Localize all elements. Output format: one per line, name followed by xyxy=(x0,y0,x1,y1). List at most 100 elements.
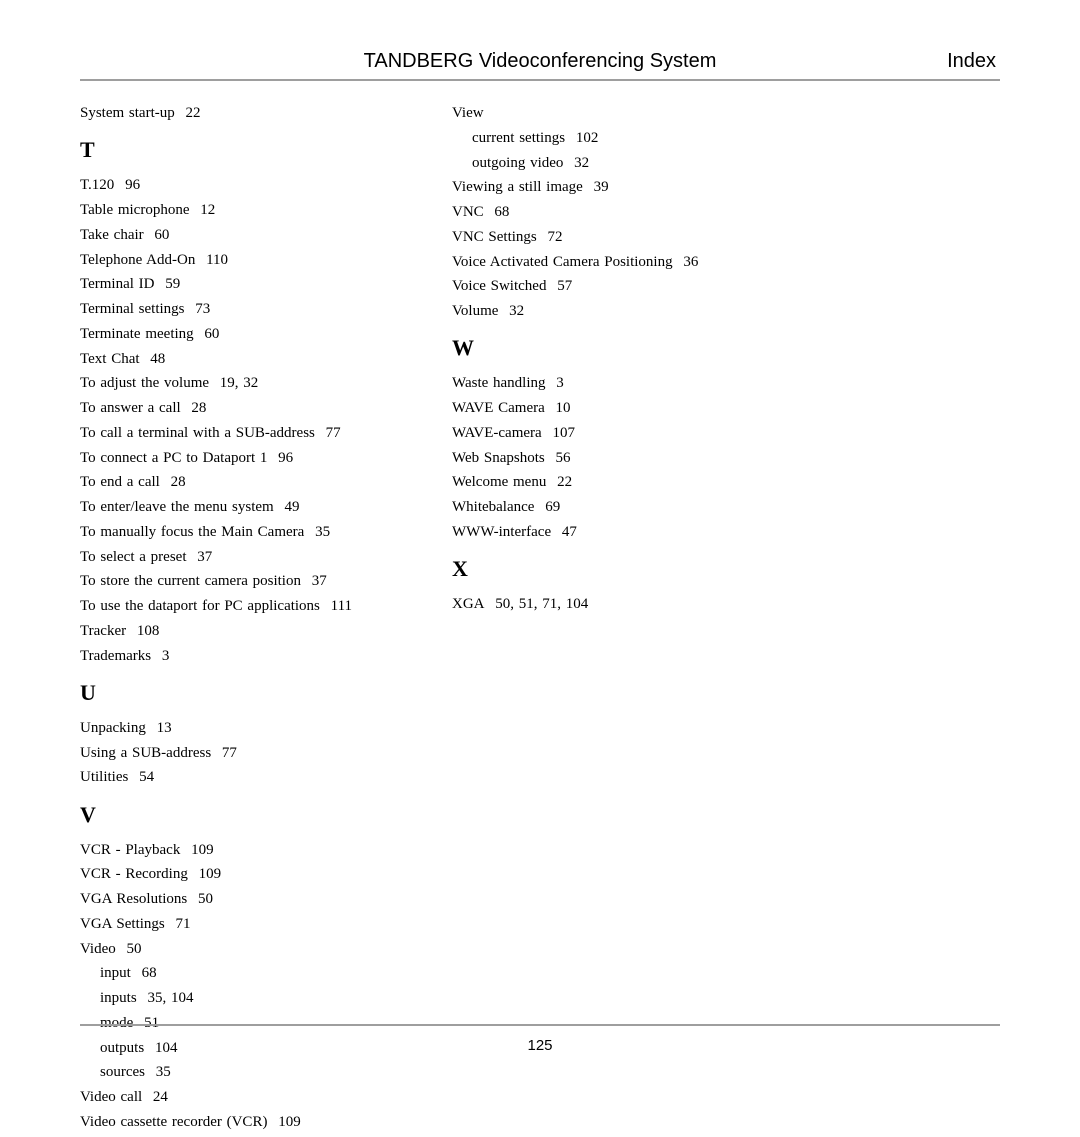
index-pages: 37 xyxy=(192,549,212,565)
index-term: To end a call xyxy=(80,474,160,490)
index-term: To use the dataport for PC applications xyxy=(80,598,320,614)
index-pages: 102 xyxy=(571,130,598,146)
index-entry: To enter/leave the menu system 49 xyxy=(80,497,420,517)
index-pages: 22 xyxy=(181,105,201,121)
index-subentry: input 68 xyxy=(80,963,420,983)
index-term: outgoing video xyxy=(472,155,563,171)
header-row: TANDBERG Videoconferencing System Index xyxy=(80,50,1000,79)
index-pages: 57 xyxy=(552,278,572,294)
index-entry: Take chair 60 xyxy=(80,225,420,245)
index-entry: WAVE-camera 107 xyxy=(452,423,792,443)
page-number: 125 xyxy=(0,1037,1080,1054)
index-letter: T xyxy=(80,137,420,163)
index-entry: Table microphone 12 xyxy=(80,200,420,220)
index-term: Web Snapshots xyxy=(452,450,545,466)
index-term: Take chair xyxy=(80,227,144,243)
index-entry: Voice Activated Camera Positioning 36 xyxy=(452,252,792,272)
index-pages: 73 xyxy=(191,301,211,317)
index-pages: 22 xyxy=(552,474,572,490)
index-pages: 60 xyxy=(150,227,170,243)
index-column-left: System start-up 22 T T.120 96 Table microph… xyxy=(80,103,420,1137)
index-letter: W xyxy=(452,335,792,361)
index-pages: 50, 51, 71, 104 xyxy=(491,596,589,612)
index-term: VCR - Recording xyxy=(80,866,188,882)
index-term: mode xyxy=(100,1015,133,1031)
index-pages: 49 xyxy=(280,499,300,515)
index-entry: To answer a call 28 xyxy=(80,398,420,418)
index-term: To connect a PC to Dataport 1 xyxy=(80,450,267,466)
index-term: To adjust the volume xyxy=(80,375,209,391)
index-term: input xyxy=(100,965,131,981)
index-term: XGA xyxy=(452,596,485,612)
index-entry: View xyxy=(452,103,792,123)
index-pages: 13 xyxy=(152,720,172,736)
index-entry: VCR - Playback 109 xyxy=(80,840,420,860)
index-pages: 28 xyxy=(166,474,186,490)
index-pages: 35, 104 xyxy=(143,990,194,1006)
index-term: Tracker xyxy=(80,623,126,639)
index-term: WWW-interface xyxy=(452,524,551,540)
index-pages: 109 xyxy=(194,866,221,882)
index-term: Welcome menu xyxy=(452,474,546,490)
page: TANDBERG Videoconferencing System Index … xyxy=(0,0,1080,1080)
index-entry: VGA Settings 71 xyxy=(80,914,420,934)
index-term: Voice Switched xyxy=(452,278,546,294)
index-pages: 37 xyxy=(307,573,327,589)
index-term: Video call xyxy=(80,1089,142,1105)
index-pages: 110 xyxy=(201,252,228,268)
index-entry: Waste handling 3 xyxy=(452,373,792,393)
index-pages: 3 xyxy=(157,648,169,664)
index-term: System start-up xyxy=(80,105,175,121)
index-subentry: outgoing video 32 xyxy=(452,153,792,173)
index-entry: System start-up 22 xyxy=(80,103,420,123)
index-pages: 36 xyxy=(679,254,699,270)
index-term: Whitebalance xyxy=(452,499,534,515)
index-term: Telephone Add-On xyxy=(80,252,195,268)
index-entry: Voice Switched 57 xyxy=(452,276,792,296)
index-term: To select a preset xyxy=(80,549,186,565)
index-entry: Tracker 108 xyxy=(80,621,420,641)
index-pages: 28 xyxy=(187,400,207,416)
index-pages: 35 xyxy=(151,1064,171,1080)
index-term: View xyxy=(452,105,484,121)
index-pages: 77 xyxy=(217,745,237,761)
index-pages: 35 xyxy=(310,524,330,540)
index-entry: Utilities 54 xyxy=(80,767,420,787)
index-term: To store the current camera position xyxy=(80,573,301,589)
index-term: T.120 xyxy=(80,177,114,193)
index-pages: 51 xyxy=(139,1015,159,1031)
index-entry: WWW-interface 47 xyxy=(452,522,792,542)
index-entry: Video 50 xyxy=(80,939,420,959)
index-entry: Welcome menu 22 xyxy=(452,472,792,492)
index-term: Trademarks xyxy=(80,648,151,664)
index-term: To enter/leave the menu system xyxy=(80,499,274,515)
index-columns: System start-up 22 T T.120 96 Table microph… xyxy=(80,103,1000,1137)
index-pages: 96 xyxy=(273,450,293,466)
index-term: Terminal settings xyxy=(80,301,185,317)
index-entry: Terminal settings 73 xyxy=(80,299,420,319)
index-pages: 60 xyxy=(200,326,220,342)
index-entry: Terminate meeting 60 xyxy=(80,324,420,344)
index-pages: 48 xyxy=(146,351,166,367)
index-pages: 50 xyxy=(122,941,142,957)
index-term: To answer a call xyxy=(80,400,181,416)
index-entry: To adjust the volume 19, 32 xyxy=(80,373,420,393)
index-entry: Trademarks 3 xyxy=(80,646,420,666)
index-entry: VNC Settings 72 xyxy=(452,227,792,247)
index-entry: Terminal ID 59 xyxy=(80,274,420,294)
index-term: VCR - Playback xyxy=(80,842,180,858)
index-entry: To store the current camera position 37 xyxy=(80,571,420,591)
index-entry: To select a preset 37 xyxy=(80,547,420,567)
header-divider xyxy=(80,79,1000,81)
index-pages: 109 xyxy=(273,1114,300,1130)
index-pages: 3 xyxy=(552,375,564,391)
index-entry: Whitebalance 69 xyxy=(452,497,792,517)
index-term: Terminate meeting xyxy=(80,326,194,342)
index-term: Volume xyxy=(452,303,498,319)
index-term: WAVE-camera xyxy=(452,425,542,441)
index-term: To call a terminal with a SUB-address xyxy=(80,425,315,441)
index-pages: 68 xyxy=(137,965,157,981)
index-entry: VCR - Recording 109 xyxy=(80,864,420,884)
index-term: VNC xyxy=(452,204,484,220)
index-letter: X xyxy=(452,556,792,582)
